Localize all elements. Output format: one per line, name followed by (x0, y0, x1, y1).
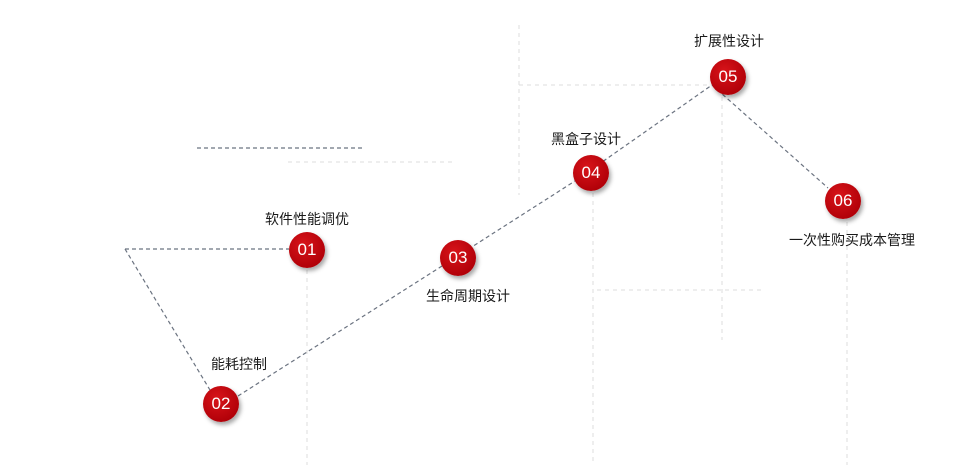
step-label-02: 能耗控制 (211, 357, 267, 373)
step-node-06: 06 (825, 183, 861, 219)
step-node-04: 04 (573, 155, 609, 191)
step-node-05: 05 (710, 59, 746, 95)
step-node-03: 03 (440, 240, 476, 276)
step-label-04: 黑盒子设计 (551, 132, 621, 148)
step-label-05: 扩展性设计 (694, 34, 764, 50)
path-lines (124, 84, 829, 397)
step-node-01: 01 (289, 232, 325, 268)
step-node-02: 02 (203, 386, 239, 422)
step-label-06: 一次性购买成本管理 (789, 233, 915, 249)
step-label-01: 软件性能调优 (265, 212, 349, 228)
guide-lines (288, 25, 848, 465)
step-label-03: 生命周期设计 (426, 289, 510, 305)
